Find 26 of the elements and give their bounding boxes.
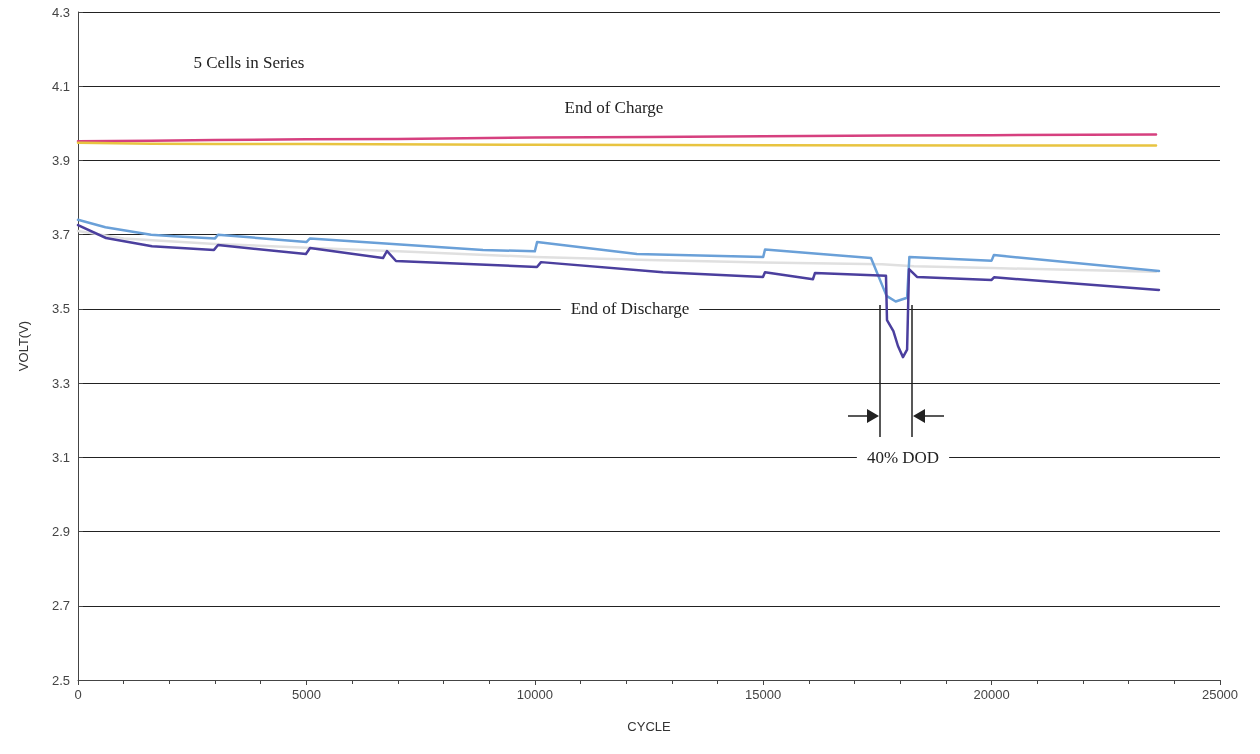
x-tick-label: 10000 <box>516 687 553 702</box>
y-tick-label: 4.1 <box>51 78 70 94</box>
y-tick-label: 4.3 <box>51 4 70 20</box>
x-tick-label: 15000 <box>745 687 782 702</box>
annotation: 40% DOD <box>866 447 940 467</box>
x-tick-label: 0 <box>74 687 82 702</box>
y-tick-label: 2.7 <box>51 598 70 614</box>
line-series <box>76 223 1161 359</box>
y-tick-label: 3.7 <box>51 227 70 243</box>
line-series <box>76 133 1158 143</box>
y-tick-label: 3.9 <box>51 152 70 168</box>
x-tick-label: 20000 <box>973 687 1010 702</box>
annotation: 5 Cells in Series <box>193 52 305 72</box>
line-series <box>76 218 1161 303</box>
x-axis-title: CYCLE <box>627 719 671 734</box>
y-axis-title: VOLT(V) <box>16 320 31 372</box>
line-series <box>76 229 1158 274</box>
y-tick-label: 3.1 <box>51 449 70 465</box>
y-tick-label: 2.5 <box>51 672 70 688</box>
annotation: End of Charge <box>564 97 664 117</box>
annotation: End of Discharge <box>570 298 690 318</box>
x-tick-label: 5000 <box>291 687 321 702</box>
y-tick-label: 3.5 <box>51 301 70 317</box>
y-tick-label: 3.3 <box>51 375 70 391</box>
x-tick-label: 25000 <box>1201 687 1239 702</box>
y-tick-label: 2.9 <box>51 524 70 540</box>
